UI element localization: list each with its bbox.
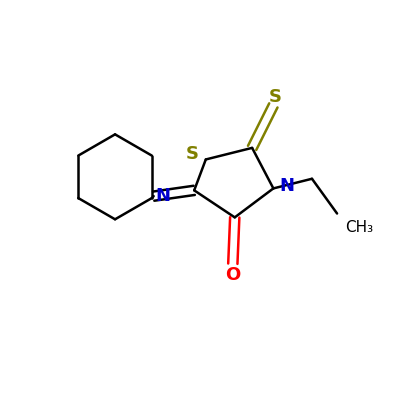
Text: O: O: [225, 266, 240, 284]
Text: N: N: [155, 187, 170, 205]
Text: CH₃: CH₃: [345, 220, 373, 234]
Text: S: S: [186, 145, 199, 163]
Text: S: S: [269, 88, 282, 106]
Text: N: N: [279, 178, 294, 196]
